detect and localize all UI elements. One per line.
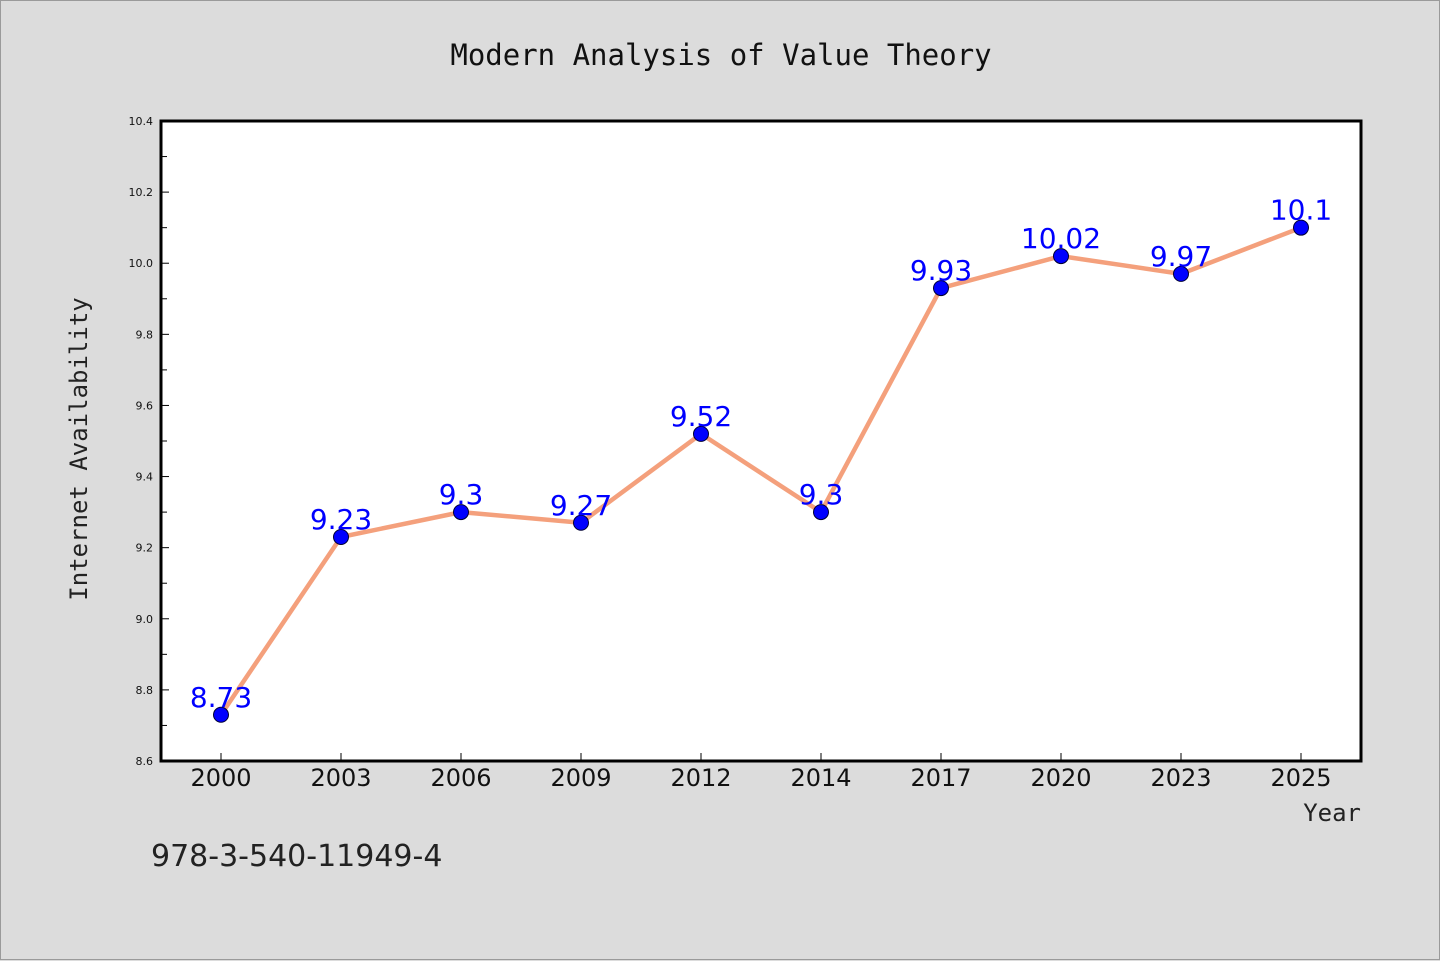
x-axis: 2000 2003 2006 2009 2012 2014 2017 2020 2023 2025 — [190, 753, 1332, 792]
data-point — [453, 504, 469, 521]
data-label: 9.27 — [550, 489, 612, 522]
x-tick-label: 2025 — [1270, 764, 1331, 792]
y-tick-label: 8.8 — [136, 684, 154, 697]
data-point — [1173, 265, 1189, 282]
data-label: 9.23 — [310, 503, 372, 536]
x-tick-label: 2003 — [310, 764, 371, 792]
data-point — [1053, 248, 1069, 265]
series-layer: 8.73 9.23 9.3 9.27 9.52 9.3 9.93 10.02 9.97 10.1 — [190, 194, 1332, 723]
x-tick-label: 2014 — [790, 764, 851, 792]
data-label: 10.1 — [1270, 194, 1332, 227]
y-tick-label: 9.2 — [136, 542, 154, 555]
isbn-footnote: 978-3-540-11949-4 — [151, 839, 442, 874]
y-tick-label: 9.6 — [136, 399, 154, 412]
x-tick-label: 2000 — [190, 764, 251, 792]
x-tick-label: 2009 — [550, 764, 611, 792]
x-tick-label: 2017 — [910, 764, 971, 792]
y-tick-label: 10.2 — [129, 186, 154, 199]
data-label: 9.93 — [910, 254, 972, 287]
x-tick-label: 2012 — [670, 764, 731, 792]
data-point — [933, 280, 949, 297]
data-label: 9.52 — [670, 400, 732, 433]
y-axis: 8.6 8.8 9.0 9.2 9.4 9.6 9.8 10.0 10.2 10.4 — [129, 115, 169, 768]
y-tick-label: 10.4 — [129, 115, 154, 128]
data-label: 9.97 — [1150, 240, 1212, 273]
data-point — [813, 504, 829, 521]
x-axis-label: Year — [1303, 799, 1361, 827]
data-point — [693, 425, 709, 442]
x-tick-label: 2006 — [430, 764, 491, 792]
data-label: 9.3 — [439, 478, 484, 511]
data-label: 8.73 — [190, 681, 252, 714]
series-line — [219, 225, 1302, 717]
data-point — [333, 529, 349, 545]
chart-title: Modern Analysis of Value Theory — [450, 38, 991, 72]
y-tick-label: 9.8 — [136, 328, 154, 341]
y-tick-label: 9.4 — [136, 471, 154, 484]
data-point — [1293, 219, 1309, 236]
data-label: 10.02 — [1021, 222, 1101, 255]
plot-area — [159, 119, 1363, 763]
y-tick-label: 8.6 — [136, 755, 154, 768]
data-label: 9.3 — [799, 478, 844, 511]
y-tick-label: 10.0 — [129, 257, 154, 270]
data-point — [213, 706, 229, 723]
y-axis-label: Internet Availability — [65, 297, 93, 600]
x-tick-label: 2020 — [1030, 764, 1091, 792]
data-point — [573, 514, 589, 531]
y-tick-label: 9.0 — [136, 613, 154, 626]
x-tick-label: 2023 — [1150, 764, 1211, 792]
